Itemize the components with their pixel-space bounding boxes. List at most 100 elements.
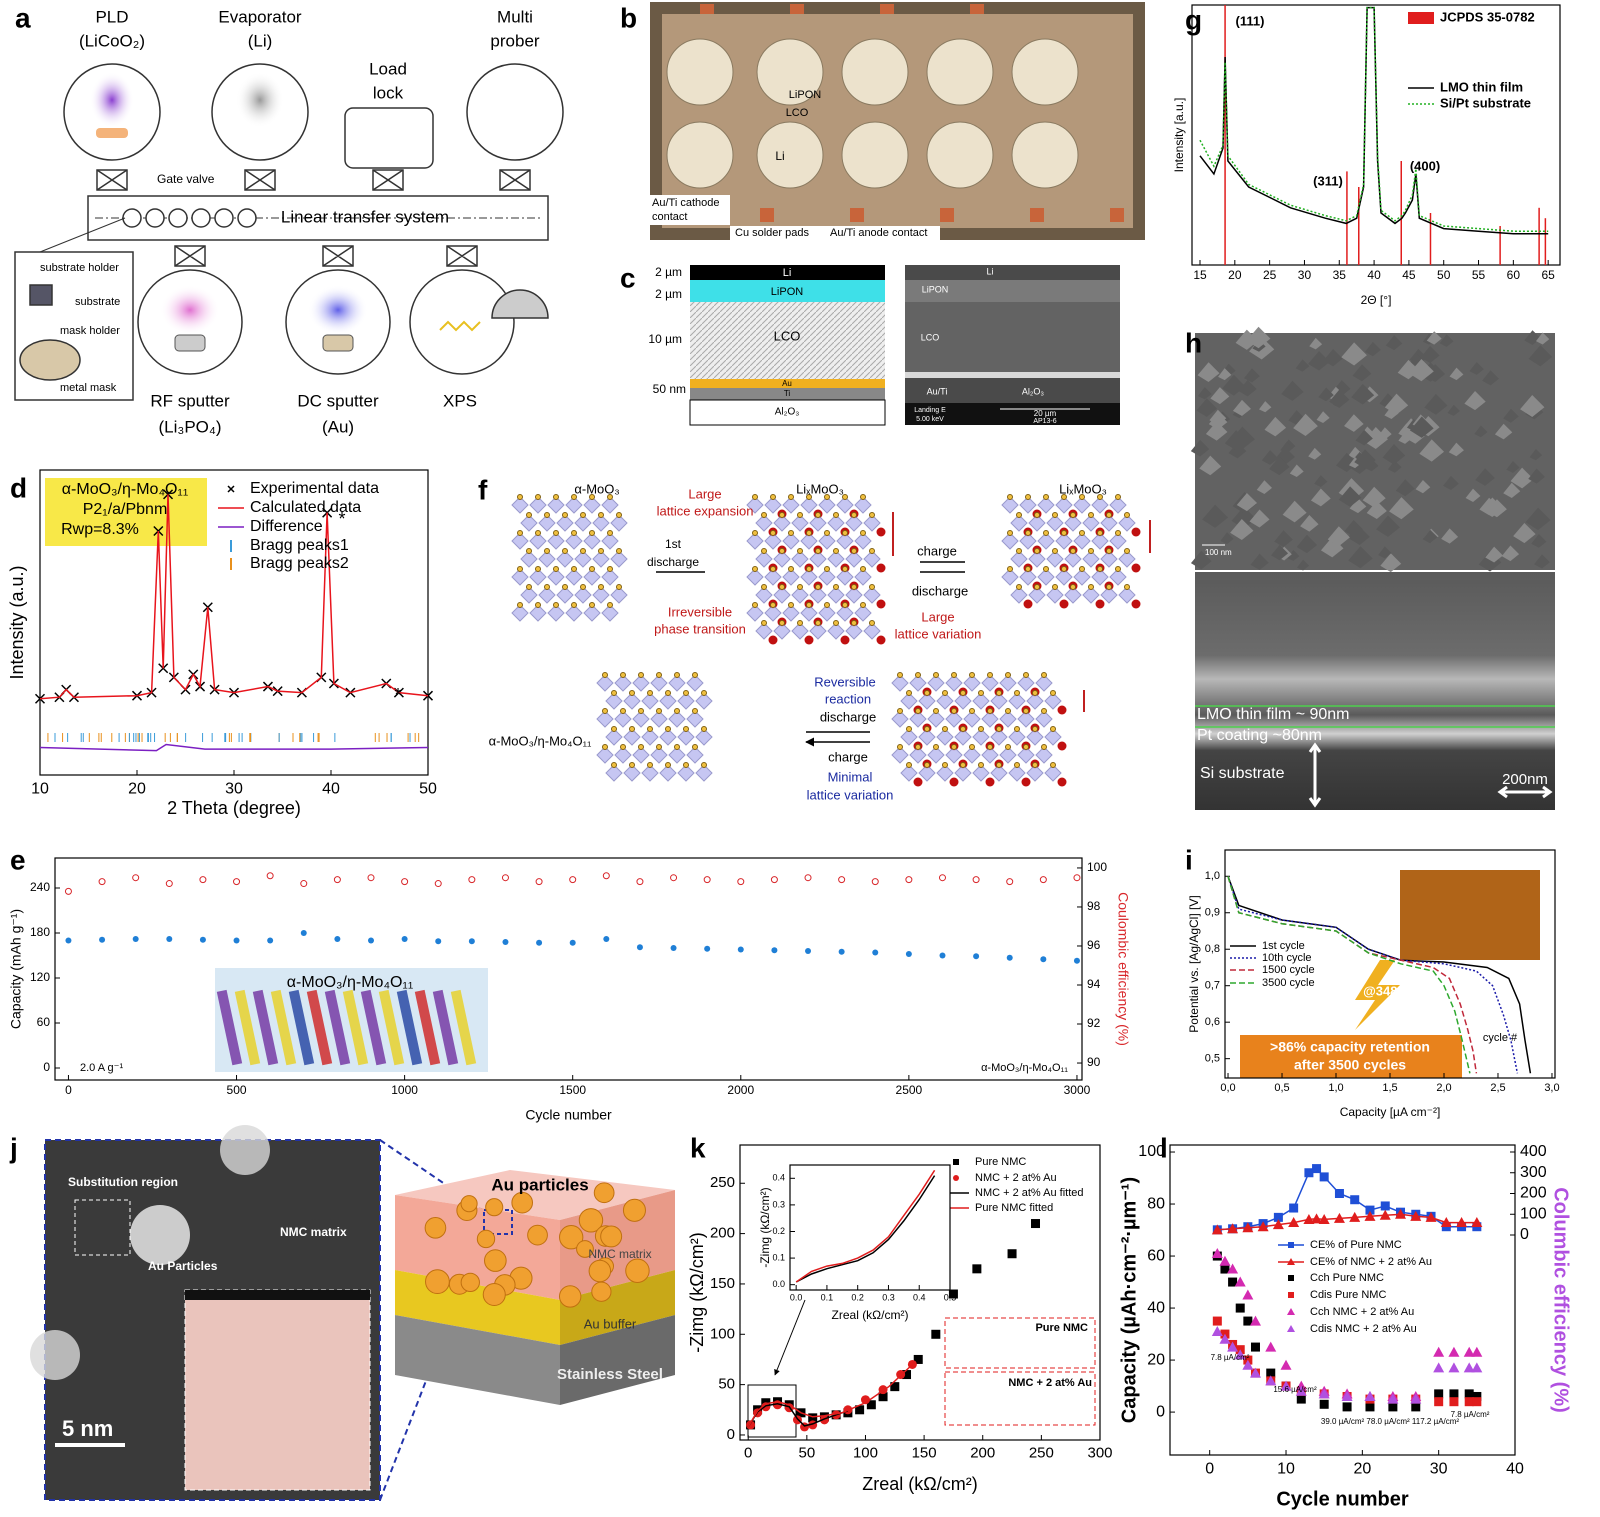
marker [603,936,610,942]
rod [288,989,315,1066]
marker [703,876,711,884]
x-tick-label: 35 [1333,268,1347,282]
oxygen [665,762,671,768]
oxygen [969,672,975,678]
octahedron [1046,550,1064,568]
x-tick-label: 2000 [727,1083,754,1097]
plot-frame [54,857,1083,1081]
rod [432,989,459,1066]
grain [1238,379,1257,397]
oxygen [665,726,671,732]
grain [1364,459,1379,472]
grain [1485,546,1503,563]
plot-frame [739,1144,1101,1441]
x-tick-label: 0.4 [913,1292,926,1302]
cells [666,38,1079,189]
octahedron [601,568,619,586]
y2-axis-label: Coulombic efficiency (%) [1115,892,1131,1046]
oxygen [1041,744,1047,750]
octahedron [990,764,1008,782]
octahedron [990,692,1008,710]
legend-label: 1st cycle [1262,940,1305,952]
marker [1387,1393,1399,1404]
oxygen [770,530,776,536]
oxygen [761,620,767,626]
oxygen [571,530,577,536]
octahedron [1109,568,1127,586]
legend-label: CE% of Pure NMC [1310,1239,1402,1251]
plasma [160,285,220,335]
cell [926,121,994,189]
oxygen [824,530,830,536]
au-ball [511,1191,534,1214]
grain [1231,506,1257,529]
oxygen [692,708,698,714]
x-tick-label: 10 [31,781,49,798]
grain [1308,351,1330,371]
grain [1318,387,1334,402]
oxygen [1025,566,1031,572]
oxygen [638,708,644,714]
octahedron [574,550,592,568]
f-text: phase transition [654,621,746,636]
octahedron [1091,496,1109,514]
f-text: α-MoO₃/η-Mo₄O₁₁ [489,733,592,748]
au-ball [625,1258,650,1283]
octahedron [809,550,827,568]
chamber [466,63,564,161]
annotation: Rwp=8.3% [61,521,139,538]
oxygen [611,690,617,696]
marker [501,874,509,882]
oxygen [553,566,559,572]
oxygen [1034,584,1040,590]
layer-ti [690,388,885,400]
au-ball [527,1224,548,1246]
octahedron [1082,514,1100,532]
oxygen [779,512,785,518]
marker [1242,1222,1254,1233]
oxygen [1061,566,1067,572]
marker [953,1175,959,1181]
b-text: Cu solder pads [735,227,809,239]
a-text: XPS [443,391,477,410]
octahedron [936,692,954,710]
marker [1295,1380,1307,1391]
marker [890,1382,900,1392]
oxygen [692,744,698,750]
octahedron [592,586,610,604]
oxygen [629,762,635,768]
y-tick-label: 0.0 [772,1279,785,1289]
y-axis-label: Potential vs. [Ag/AgCl] [V] [1187,895,1201,1032]
octahedron [791,622,809,640]
y2-tick-label: 300 [1520,1164,1547,1181]
marker [1243,1316,1253,1326]
c-text: 5.00 keV [916,416,944,423]
oxygen [1032,690,1038,696]
x-tick-label: 2,0 [1436,1082,1451,1094]
plume [236,72,284,128]
y-axis-label: Intensity [a.u.] [1172,98,1186,173]
octahedron [990,728,1008,746]
octahedron [614,746,632,764]
marker [334,936,341,942]
h-text: 200nm [1502,771,1548,788]
marker [1287,1308,1295,1315]
octahedron [695,692,713,710]
oxygen [607,566,613,572]
marker [866,1400,876,1410]
f-text: LiₓMoO₃ [796,481,844,496]
octahedron [659,728,677,746]
x-tick-label: 0 [744,1444,752,1461]
panel-label: l [1160,1132,1168,1163]
cell [841,38,909,106]
x-tick-label: 50 [419,781,437,798]
load-lock [344,107,434,169]
octahedron [565,496,583,514]
grain [1465,488,1481,502]
x-tick-label: 40 [1367,268,1381,282]
grain [1384,393,1409,415]
marker [1303,1213,1315,1224]
oxygen [701,690,707,696]
octahedron [909,674,927,692]
marker [1318,1388,1330,1399]
